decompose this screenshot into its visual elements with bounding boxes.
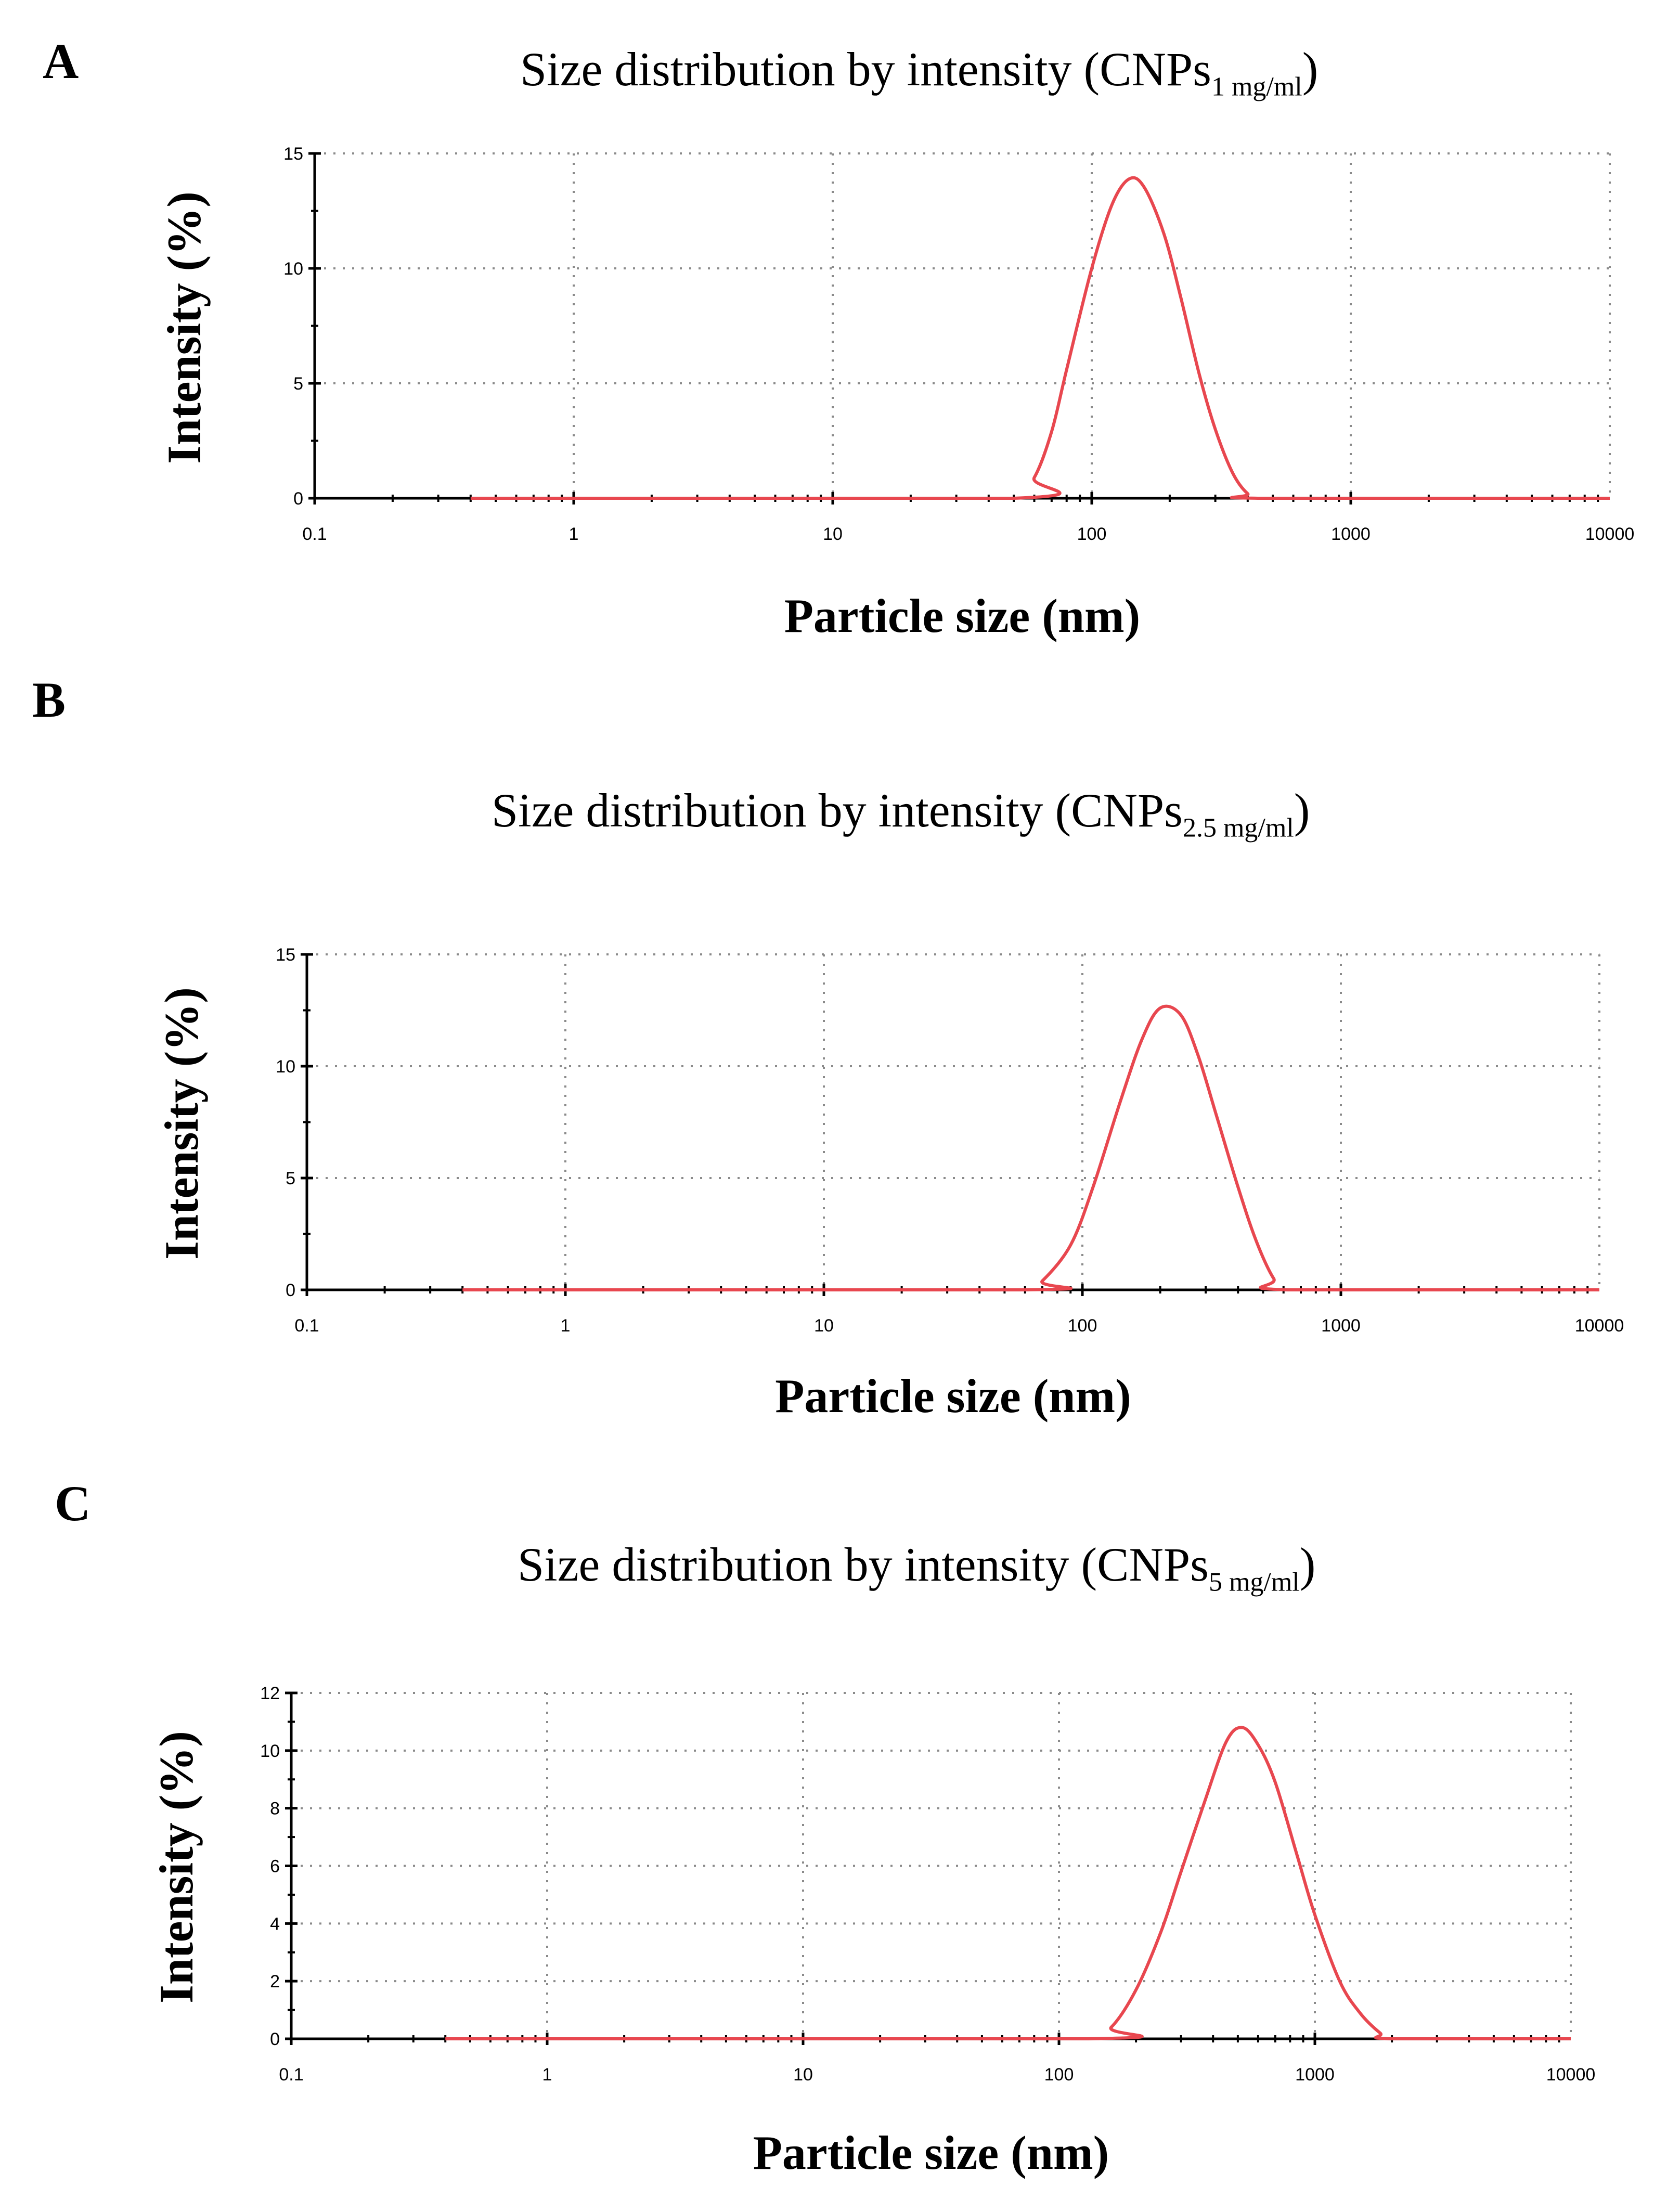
y-tick-label-a: 10 xyxy=(283,259,303,279)
chart-b: 0.1 1 10 100 1000 10000 0 5 10 15 Particle size (n… xyxy=(155,945,1624,1422)
x-tick-label-c: 10 xyxy=(793,2065,813,2085)
x-tick-label-b: 0.1 xyxy=(294,1316,319,1336)
x-tick-label-c: 10000 xyxy=(1546,2065,1596,2085)
x-tick-label-a: 1 xyxy=(569,524,579,544)
chart-title-c: Size distribution by intensity (CNPs5 mg… xyxy=(518,1537,1315,1597)
chart-title-c-main: Size distribution by intensity (CNPs xyxy=(518,1538,1209,1591)
x-tick-label-a: 100 xyxy=(1077,524,1107,544)
y-tick-label-a: 0 xyxy=(293,489,303,509)
chart-title-b-close: ) xyxy=(1294,784,1310,837)
x-tick-label-c: 100 xyxy=(1044,2065,1074,2085)
series-line-b xyxy=(462,1004,1599,1292)
y-tick-label-b: 0 xyxy=(286,1280,295,1300)
y-axis-title-c: Intensity (%) xyxy=(150,1731,203,2003)
y-tick-label-b: 5 xyxy=(286,1169,295,1188)
panel-letter-c: C xyxy=(55,1476,91,1531)
x-tick-label-b: 10 xyxy=(814,1316,834,1336)
chart-title-a: Size distribution by intensity (CNPs1 mg… xyxy=(520,42,1318,102)
x-tick-label-a: 0.1 xyxy=(302,524,327,544)
series-line-c xyxy=(445,1726,1571,2041)
chart-title-b: Size distribution by intensity (CNPs2.5 … xyxy=(492,783,1310,843)
x-tick-label-c: 1 xyxy=(542,2065,552,2085)
y-tick-label-a: 5 xyxy=(293,374,303,394)
chart-title-c-close: ) xyxy=(1299,1538,1316,1591)
chart-title-a-sub: 1 mg/ml xyxy=(1211,72,1302,102)
x-tick-label-b: 10000 xyxy=(1575,1316,1624,1336)
x-tick-label-a: 1000 xyxy=(1331,524,1371,544)
y-tick-label-c: 2 xyxy=(270,1972,280,1991)
chart-a: 0.1 1 10 100 1000 10000 0 5 10 15 Particle size (n… xyxy=(158,144,1635,642)
y-tick-label-c: 10 xyxy=(260,1741,280,1761)
series-line-a xyxy=(470,176,1610,500)
panel-letter-a: A xyxy=(43,33,79,89)
y-tick-label-b: 15 xyxy=(276,945,295,965)
y-tick-label-a: 15 xyxy=(283,144,303,164)
x-tick-label-c: 0.1 xyxy=(279,2065,303,2085)
x-tick-label-a: 10000 xyxy=(1585,524,1635,544)
y-tick-label-c: 8 xyxy=(270,1799,280,1819)
x-axis-title-a: Particle size (nm) xyxy=(784,589,1141,642)
y-tick-label-b: 10 xyxy=(276,1057,295,1077)
chart-title-b-sub: 2.5 mg/ml xyxy=(1182,813,1294,843)
x-axis-title-c: Particle size (nm) xyxy=(753,2126,1109,2179)
y-tick-label-c: 12 xyxy=(260,1684,280,1703)
y-axis-title-b: Intensity (%) xyxy=(155,987,208,1260)
chart-title-a-close: ) xyxy=(1302,43,1319,96)
chart-title-c-sub: 5 mg/ml xyxy=(1208,1567,1300,1597)
x-axis-title-b: Particle size (nm) xyxy=(775,1369,1131,1422)
x-tick-label-b: 1 xyxy=(561,1316,571,1336)
chart-title-b-main: Size distribution by intensity (CNPs xyxy=(492,784,1183,837)
x-tick-label-b: 100 xyxy=(1068,1316,1097,1336)
y-tick-label-c: 0 xyxy=(270,2029,280,2049)
x-tick-label-c: 1000 xyxy=(1295,2065,1335,2085)
y-tick-label-c: 6 xyxy=(270,1857,280,1877)
x-tick-label-b: 1000 xyxy=(1321,1316,1361,1336)
y-tick-label-c: 4 xyxy=(270,1914,280,1934)
panel-letter-b: B xyxy=(32,672,66,728)
chart-title-a-main: Size distribution by intensity (CNPs xyxy=(520,43,1211,96)
x-tick-label-a: 10 xyxy=(823,524,843,544)
y-axis-title-a: Intensity (%) xyxy=(158,191,211,464)
